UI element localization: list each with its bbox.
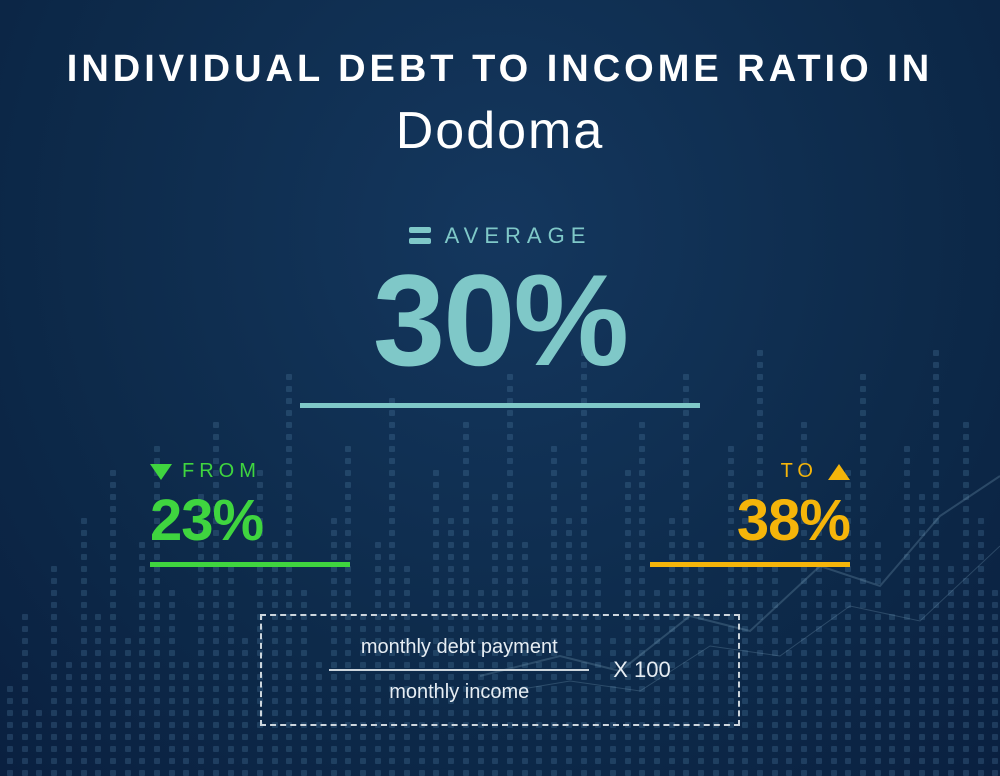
- to-label-row: TO: [650, 460, 850, 483]
- to-value: 38%: [650, 487, 850, 554]
- from-block: FROM 23%: [150, 460, 350, 567]
- formula-multiplier: X 100: [613, 657, 671, 683]
- formula-numerator: monthly debt payment: [329, 636, 589, 659]
- average-label-row: AVERAGE: [409, 223, 592, 249]
- to-block: TO 38%: [650, 460, 850, 567]
- range-row: FROM 23% TO 38%: [0, 460, 1000, 567]
- to-underline: [650, 562, 850, 567]
- average-label: AVERAGE: [445, 223, 592, 249]
- average-value: 30%: [0, 255, 1000, 385]
- formula-fraction: monthly debt payment monthly income: [329, 636, 589, 704]
- triangle-down-icon: [150, 464, 172, 480]
- from-value: 23%: [150, 487, 350, 554]
- formula-denominator: monthly income: [329, 681, 589, 704]
- infographic-canvas: INDIVIDUAL DEBT TO INCOME RATIO IN Dodom…: [0, 0, 1000, 776]
- title-line1: INDIVIDUAL DEBT TO INCOME RATIO IN: [0, 48, 1000, 91]
- equals-icon: [409, 227, 431, 244]
- to-label: TO: [781, 460, 818, 483]
- average-underline: [300, 403, 700, 408]
- from-underline: [150, 562, 350, 567]
- title-block: INDIVIDUAL DEBT TO INCOME RATIO IN Dodom…: [0, 48, 1000, 161]
- fraction-line: [329, 669, 589, 671]
- formula-box: monthly debt payment monthly income X 10…: [260, 614, 740, 726]
- from-label-row: FROM: [150, 460, 350, 483]
- title-line2: Dodoma: [0, 101, 1000, 161]
- from-label: FROM: [182, 460, 261, 483]
- average-block: AVERAGE 30%: [0, 220, 1000, 408]
- triangle-up-icon: [828, 464, 850, 480]
